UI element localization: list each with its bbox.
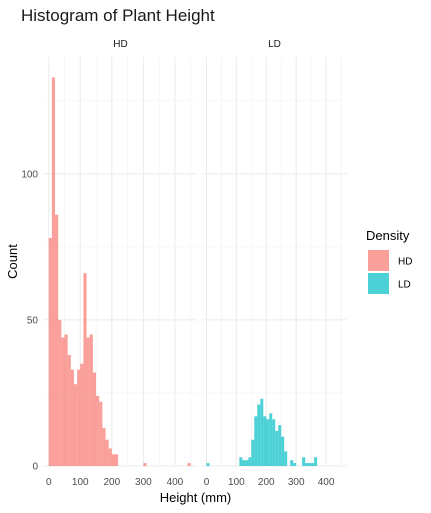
histogram-bar	[275, 430, 279, 466]
histogram-bar	[58, 319, 62, 466]
legend: Density HD LD	[366, 228, 412, 294]
histogram-bar	[67, 354, 71, 466]
x-tick-label: 0	[46, 477, 52, 488]
histogram-bar	[55, 214, 59, 466]
histogram-bar	[260, 398, 264, 466]
histogram-bar	[251, 439, 255, 466]
histogram-bar	[99, 401, 103, 466]
histogram-bar	[293, 463, 297, 466]
histogram-bar	[96, 395, 100, 466]
y-tick-label: 0	[32, 462, 38, 473]
histogram-bar	[248, 457, 252, 466]
legend-title: Density	[366, 228, 410, 243]
histogram-bar	[73, 384, 78, 466]
histogram-bar	[51, 77, 56, 466]
histogram-bar	[114, 454, 119, 466]
histogram-bar	[77, 369, 81, 466]
histogram-bar	[86, 337, 90, 466]
histogram-bar	[242, 460, 246, 466]
facet-panel-ld: LD 0 100 200 300 400	[202, 39, 347, 488]
histogram-bar	[284, 451, 288, 466]
histogram-bar	[61, 337, 65, 466]
histogram-bar	[105, 439, 109, 466]
histogram-bar	[278, 425, 282, 466]
histogram-bar	[290, 460, 294, 466]
y-axis-title: Count	[5, 244, 20, 279]
legend-key-ld	[368, 273, 389, 294]
histogram-bar	[187, 463, 191, 466]
facet-panel-hd: HD 0 100 200 300 400 0 50 100	[21, 39, 197, 488]
y-tick-label: 100	[21, 169, 38, 180]
legend-key-hd	[368, 250, 389, 271]
x-tick-label: 100	[72, 477, 89, 488]
facet-panels: HD 0 100 200 300 400 0 50 100 LD 0 100 200 300 400	[21, 39, 347, 488]
histogram-bar	[111, 454, 115, 466]
x-tick-label: 200	[258, 477, 275, 488]
x-tick-label: 400	[167, 477, 184, 488]
histogram-bar	[269, 413, 273, 466]
x-axis-title: Height (mm)	[160, 490, 232, 505]
histogram-bar	[308, 463, 312, 466]
histogram-bar	[70, 369, 74, 466]
histogram-bar	[302, 457, 306, 466]
x-tick-label: 200	[103, 477, 120, 488]
chart-title: Histogram of Plant Height	[21, 6, 215, 25]
histogram-bar	[92, 372, 97, 466]
x-tick-label: 400	[318, 477, 335, 488]
histogram-bar	[263, 416, 267, 466]
histogram-bar	[239, 457, 243, 466]
histogram-bar	[266, 419, 270, 466]
histogram-bar	[143, 463, 147, 466]
facet-strip-label: HD	[113, 39, 127, 50]
histogram-bar	[108, 448, 112, 466]
histogram-bar	[80, 363, 84, 466]
histogram-bar	[257, 404, 261, 466]
x-tick-label: 300	[135, 477, 152, 488]
histogram-bar	[314, 457, 318, 466]
histogram-bar	[102, 428, 106, 466]
x-tick-label: 300	[288, 477, 305, 488]
x-tick-label: 100	[228, 477, 245, 488]
histogram-bar	[64, 334, 68, 466]
facet-strip-label: LD	[268, 39, 281, 50]
histogram-bar	[83, 273, 87, 466]
histogram-bar	[272, 419, 276, 466]
histogram-bar	[89, 334, 93, 466]
histogram-bar	[48, 238, 52, 466]
histogram-bar	[281, 436, 285, 466]
histogram-bar	[245, 460, 249, 466]
histogram-bar	[254, 416, 258, 466]
histogram-bar	[206, 463, 210, 466]
histogram-bar	[305, 463, 309, 466]
x-tick-label: 0	[204, 477, 210, 488]
histogram-bar	[311, 463, 315, 466]
y-tick-label: 50	[27, 315, 39, 326]
legend-label-hd: HD	[398, 257, 412, 268]
legend-label-ld: LD	[398, 280, 411, 291]
